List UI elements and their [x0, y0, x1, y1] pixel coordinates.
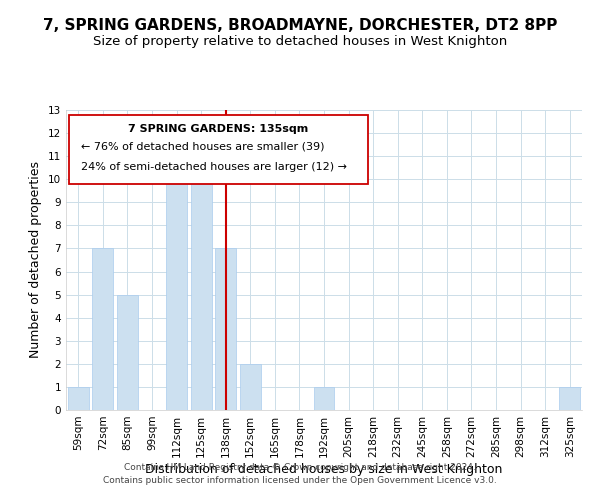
Bar [166, 156, 187, 410]
Text: 7, SPRING GARDENS, BROADMAYNE, DORCHESTER, DT2 8PP: 7, SPRING GARDENS, BROADMAYNE, DORCHESTE… [43, 18, 557, 32]
Bar [314, 387, 334, 410]
Text: Contains HM Land Registry data © Crown copyright and database right 2024.: Contains HM Land Registry data © Crown c… [124, 464, 476, 472]
Text: Size of property relative to detached houses in West Knighton: Size of property relative to detached ho… [93, 35, 507, 48]
Y-axis label: Number of detached properties: Number of detached properties [29, 162, 43, 358]
Bar [117, 294, 138, 410]
FancyBboxPatch shape [68, 114, 368, 184]
Bar [92, 248, 113, 410]
Bar [191, 156, 212, 410]
Text: 7 SPRING GARDENS: 135sqm: 7 SPRING GARDENS: 135sqm [128, 124, 308, 134]
Text: ← 76% of detached houses are smaller (39): ← 76% of detached houses are smaller (39… [82, 142, 325, 152]
Bar [240, 364, 261, 410]
Text: Contains public sector information licensed under the Open Government Licence v3: Contains public sector information licen… [103, 476, 497, 485]
X-axis label: Distribution of detached houses by size in West Knighton: Distribution of detached houses by size … [145, 462, 503, 475]
Bar [215, 248, 236, 410]
Bar [68, 387, 89, 410]
Text: 24% of semi-detached houses are larger (12) →: 24% of semi-detached houses are larger (… [82, 162, 347, 172]
Bar [559, 387, 580, 410]
